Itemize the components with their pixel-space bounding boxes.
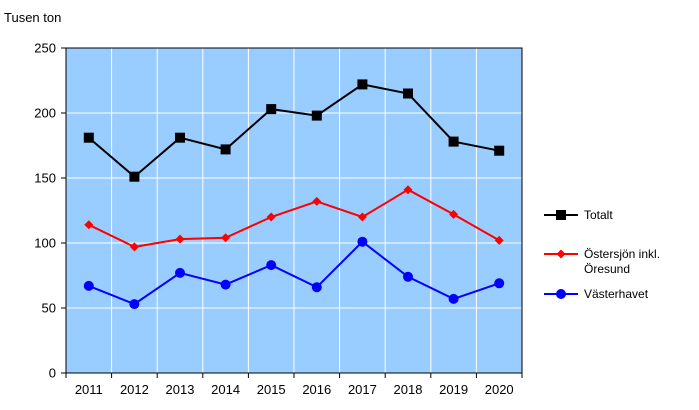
data-point (220, 279, 231, 290)
x-tick-label: 2015 (257, 382, 286, 397)
legend-marker (556, 289, 566, 299)
legend-label: Östersjön inkl. (584, 247, 660, 261)
legend: Totalt Östersjön inkl.Öresund Västerhavet (544, 208, 660, 301)
x-tick-label: 2020 (485, 382, 514, 397)
axis-ticks: 0 50 100 150 200 250 2011 2012 2013 2014 2015 2016 2… (34, 41, 523, 397)
gridlines (66, 47, 522, 373)
series-1 (83, 79, 505, 182)
y-tick-label: 150 (34, 171, 56, 186)
data-point (175, 267, 185, 278)
data-point (357, 236, 368, 247)
legend-item: Östersjön inkl.Öresund (544, 247, 660, 276)
data-point (449, 209, 459, 219)
data-point (129, 299, 140, 310)
legend-label-line2: Öresund (584, 262, 630, 276)
data-point (357, 212, 367, 222)
data-point (494, 145, 505, 156)
data-point (175, 132, 185, 143)
data-point (266, 260, 277, 271)
data-point (129, 242, 139, 252)
series-line (88, 83, 500, 179)
y-tick-label: 0 (49, 366, 56, 381)
data-point (175, 234, 185, 244)
legend-label: Västerhavet (584, 287, 649, 301)
series-line (88, 188, 500, 248)
data-point (221, 233, 231, 243)
data-point (266, 104, 277, 115)
x-tick-label: 2011 (75, 382, 103, 397)
y-tick-label: 100 (34, 236, 56, 251)
data-point (266, 212, 276, 222)
data-point (448, 136, 459, 147)
series-layer (83, 79, 505, 310)
series-line (88, 240, 500, 306)
data-point (403, 185, 413, 195)
data-point (83, 132, 94, 143)
x-tick-label: 2016 (302, 382, 331, 397)
data-point (448, 293, 459, 304)
data-point (403, 88, 413, 99)
y-axis-label: Tusen ton (4, 10, 61, 25)
data-point (83, 280, 94, 291)
legend-marker (556, 249, 566, 259)
data-point (357, 79, 368, 90)
x-tick-label: 2014 (211, 382, 240, 397)
data-point (129, 171, 140, 182)
data-point (311, 110, 322, 121)
data-point (312, 196, 322, 206)
legend-item: Totalt (544, 208, 613, 222)
y-tick-label: 200 (34, 106, 56, 121)
x-tick-label: 2012 (120, 382, 149, 397)
data-point (403, 271, 413, 282)
data-point (311, 282, 322, 293)
data-point (494, 278, 505, 289)
x-tick-label: 2013 (166, 382, 195, 397)
x-tick-label: 2019 (439, 382, 468, 397)
legend-label: Totalt (584, 208, 613, 222)
data-point (220, 144, 231, 155)
data-point (494, 235, 504, 245)
x-tick-label: 2018 (394, 382, 423, 397)
series-3 (83, 236, 505, 310)
y-tick-label: 50 (42, 301, 56, 316)
legend-item: Västerhavet (544, 287, 649, 301)
x-tick-label: 2017 (348, 382, 377, 397)
data-point (84, 220, 94, 230)
series-2 (84, 185, 504, 252)
y-tick-label: 250 (34, 41, 56, 56)
legend-marker (556, 210, 566, 220)
